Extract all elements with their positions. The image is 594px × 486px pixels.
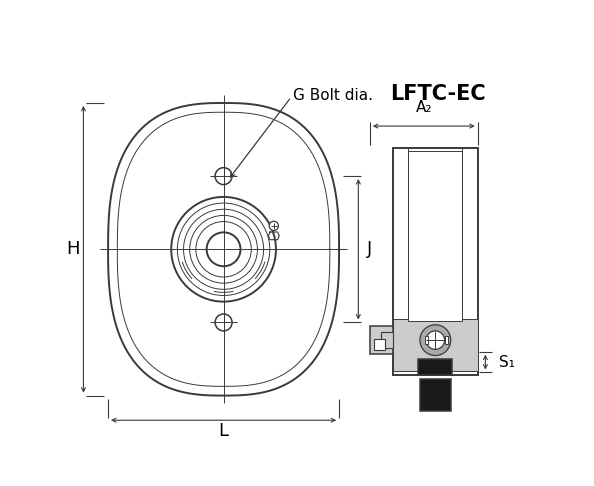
Bar [381,332,393,348]
Text: H: H [66,240,80,258]
Circle shape [426,331,444,349]
Text: S₁: S₁ [499,355,515,369]
Text: G Bolt dia.: G Bolt dia. [293,88,373,103]
Bar [418,359,452,375]
Circle shape [269,221,279,230]
Bar [370,326,393,354]
Bar [409,152,462,321]
Text: L: L [219,422,229,440]
Bar [420,379,451,411]
Circle shape [420,325,451,356]
Text: LFTC-EC: LFTC-EC [390,84,485,104]
Text: A₂: A₂ [416,100,432,115]
Bar [444,336,448,344]
Bar [393,148,478,375]
Text: J: J [366,240,372,258]
Text: B₂: B₂ [413,338,430,353]
Bar [425,336,428,344]
Bar [374,339,384,350]
Bar [393,319,478,371]
